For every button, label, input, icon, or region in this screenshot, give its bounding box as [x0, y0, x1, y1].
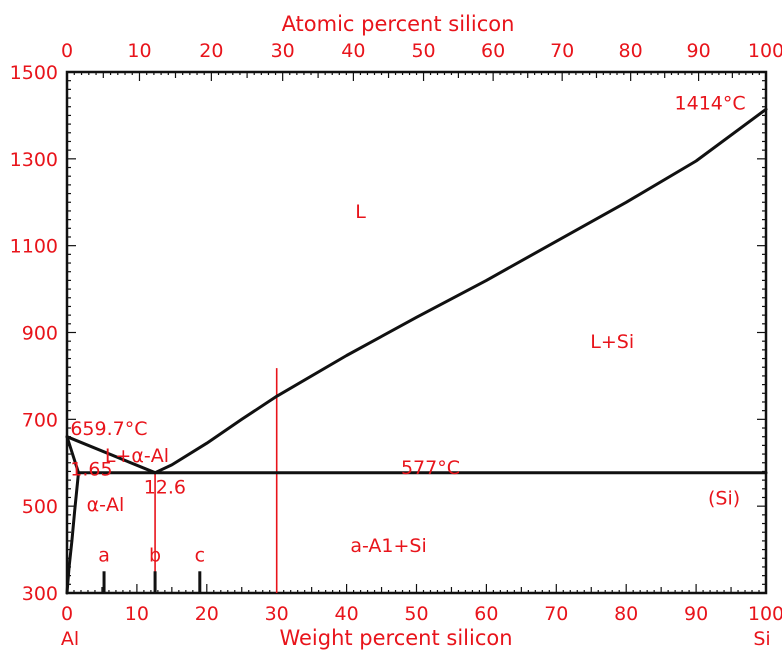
- top-tick-label: 90: [687, 40, 711, 62]
- y-tick-label: 300: [22, 583, 58, 605]
- annotation: α-Al: [87, 494, 125, 516]
- region-labels: L L+Si 1414°C 659.7°C L+α-Al1.65 577°C 12.6 α-A…: [70, 92, 745, 557]
- phase-boundary: [65, 471, 80, 595]
- y-tick-label: 500: [22, 496, 58, 518]
- top-tick-label: 70: [550, 40, 574, 62]
- top-axis-label: Atomic percent silicon: [282, 12, 515, 36]
- x-tick-label: 60: [474, 603, 498, 625]
- top-tick-label: 60: [481, 40, 505, 62]
- top-tick-label: 40: [341, 40, 365, 62]
- annotation: 1414°C: [675, 92, 746, 114]
- end-label-right: Si: [753, 628, 770, 650]
- phase-boundary: [65, 435, 157, 475]
- alloy-marker-label: a: [98, 544, 110, 566]
- top-tick-label: 0: [61, 40, 73, 62]
- top-tick-label: 100: [748, 40, 782, 62]
- annotation: 12.6: [144, 477, 186, 499]
- annotation: a-A1+Si: [350, 535, 426, 557]
- x-tick-label: 30: [265, 603, 289, 625]
- x-tick-label: 10: [125, 603, 149, 625]
- alloy-marker-label: b: [149, 544, 161, 566]
- top-tick-label: 80: [619, 40, 643, 62]
- annotation: 1.65: [70, 458, 112, 480]
- top-tick-label: 30: [271, 40, 295, 62]
- x-tick-label: 100: [748, 603, 782, 625]
- x-tick-label: 40: [335, 603, 359, 625]
- y-tick-label: 700: [22, 409, 58, 431]
- tick-labels: 0 10 20 30 40 50 60 70 80 90 100300500700900110013…: [10, 40, 782, 625]
- x-tick-label: 0: [61, 603, 73, 625]
- y-tick-label: 1300: [10, 149, 58, 171]
- y-tick-label: 1500: [10, 62, 58, 84]
- phase-boundary: [65, 435, 80, 475]
- axis-ticks: [66, 71, 767, 594]
- annotation: 659.7°C: [70, 418, 147, 440]
- annotation: (Si): [708, 487, 740, 509]
- phase-boundary: [153, 107, 768, 475]
- y-tick-label: 900: [22, 323, 58, 345]
- annotation: 577°C: [401, 457, 460, 479]
- phase-boundaries: [65, 107, 768, 595]
- x-axis-label: Weight percent silicon: [279, 626, 512, 650]
- end-label-left: Al: [61, 628, 79, 650]
- plot-frame: [65, 70, 768, 595]
- x-tick-label: 90: [684, 603, 708, 625]
- annotation: L: [355, 201, 366, 223]
- x-tick-label: 50: [404, 603, 428, 625]
- x-tick-label: 20: [195, 603, 219, 625]
- top-tick-label: 10: [127, 40, 151, 62]
- annotation: L+α-Al: [105, 445, 169, 467]
- alloy-markers: a b c: [98, 544, 205, 593]
- top-tick-label: 20: [199, 40, 223, 62]
- alloy-marker-label: c: [195, 544, 205, 566]
- top-tick-label: 50: [411, 40, 435, 62]
- x-tick-label: 70: [544, 603, 568, 625]
- x-tick-label: 80: [614, 603, 638, 625]
- annotation: L+Si: [590, 331, 634, 353]
- y-tick-label: 1100: [10, 236, 58, 258]
